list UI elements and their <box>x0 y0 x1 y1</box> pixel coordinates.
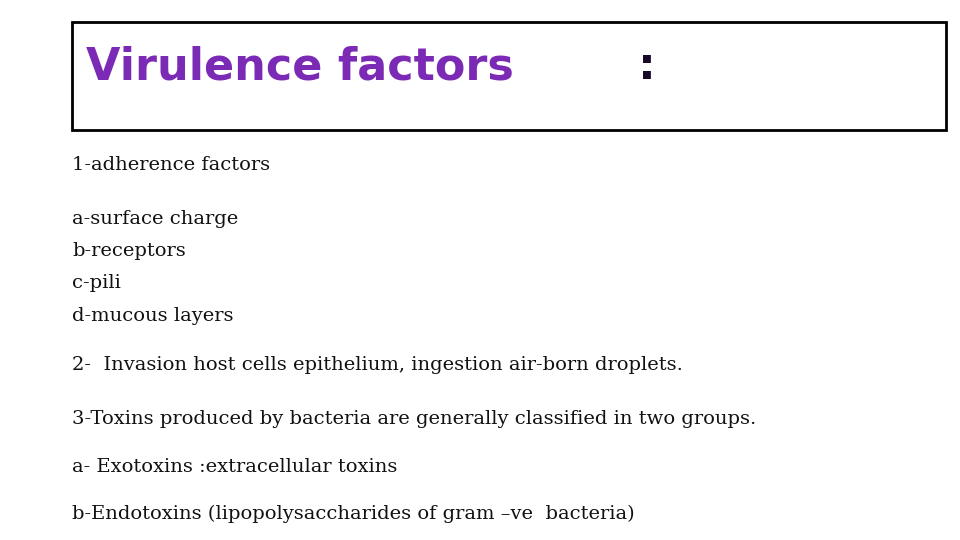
Text: b-receptors: b-receptors <box>72 242 185 260</box>
Text: 3-Toxins produced by bacteria are generally classified in two groups.: 3-Toxins produced by bacteria are genera… <box>72 409 756 428</box>
Text: Virulence factors: Virulence factors <box>86 45 515 89</box>
FancyBboxPatch shape <box>72 22 946 130</box>
Text: a-surface charge: a-surface charge <box>72 210 238 228</box>
Text: a- Exotoxins :extracellular toxins: a- Exotoxins :extracellular toxins <box>72 458 397 476</box>
Text: d-mucous layers: d-mucous layers <box>72 307 233 325</box>
Text: b-Endotoxins (lipopolysaccharides of gram –ve  bacteria): b-Endotoxins (lipopolysaccharides of gra… <box>72 505 635 523</box>
Text: 2-  Invasion host cells epithelium, ingestion air-born droplets.: 2- Invasion host cells epithelium, inges… <box>72 355 683 374</box>
Text: 1-adherence factors: 1-adherence factors <box>72 156 270 174</box>
Text: c-pili: c-pili <box>72 274 121 293</box>
Text: :: : <box>638 45 657 89</box>
